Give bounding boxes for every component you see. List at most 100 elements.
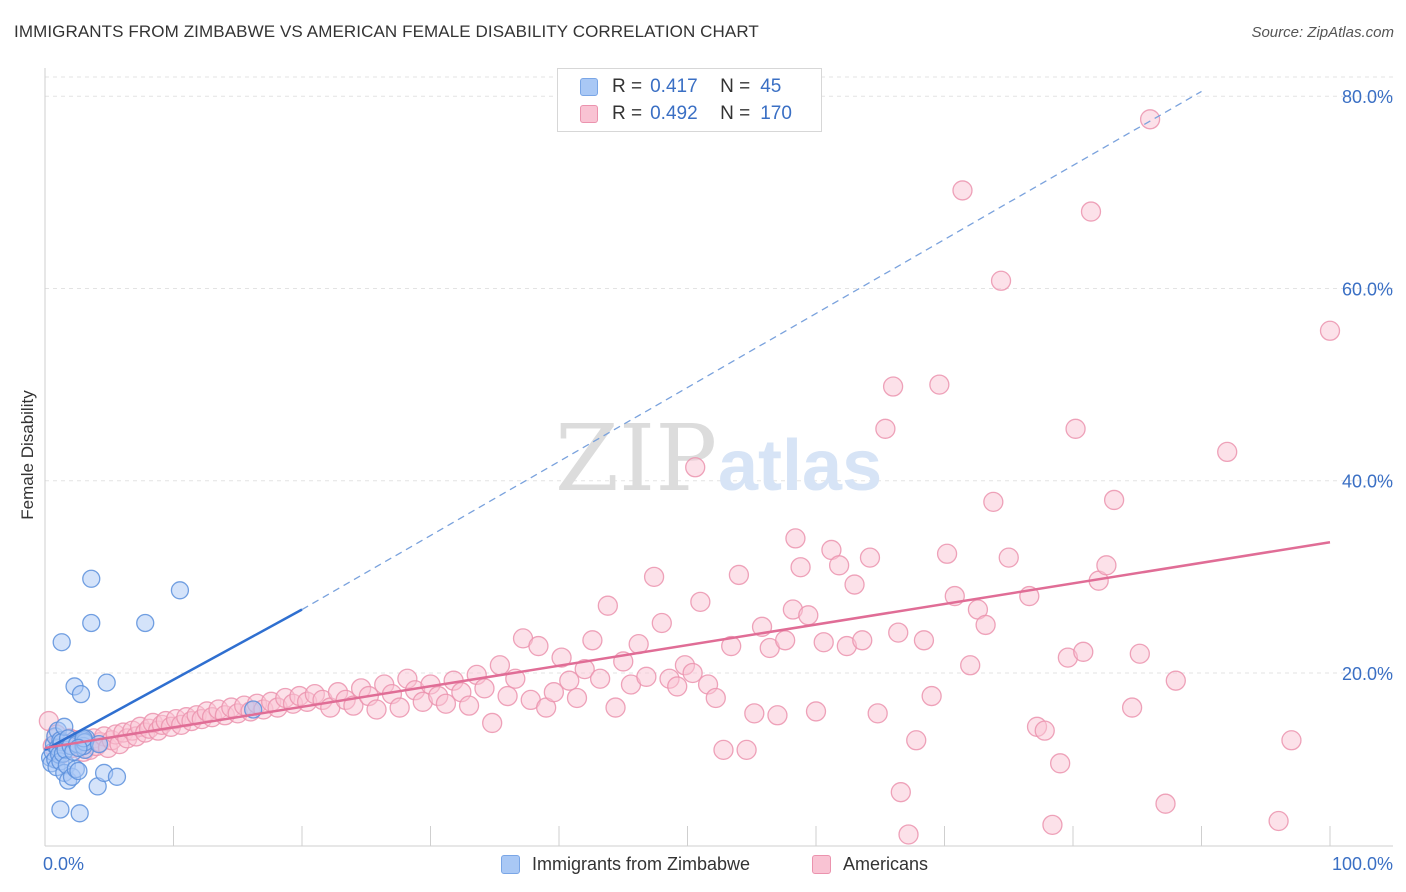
americans-point: [736, 739, 757, 761]
bottom-legend-americans: Americans: [812, 852, 928, 876]
americans-point: [1034, 720, 1055, 741]
americans-point: [1080, 201, 1102, 222]
americans-point: [1103, 489, 1125, 511]
watermark-atlas: atlas: [718, 426, 882, 506]
americans-point: [1319, 320, 1341, 341]
americans-point: [597, 595, 618, 616]
zimbabwe-point: [170, 581, 190, 600]
americans-point: [936, 543, 958, 564]
americans-point: [1139, 109, 1161, 130]
y-axis-label: Female Disability: [18, 390, 37, 520]
americans-point: [775, 630, 796, 651]
americans-point: [1042, 814, 1063, 836]
americans-point: [983, 491, 1004, 513]
correlation-legend: R = 0.417 N = 45 R = 0.492 N = 170: [557, 68, 822, 132]
americans-point: [1050, 753, 1071, 774]
americans-point: [651, 612, 672, 634]
y-tick-label: 20.0%: [1342, 664, 1393, 684]
americans-point: [888, 622, 909, 643]
americans-point: [1281, 730, 1302, 751]
grid-lines: [45, 76, 1393, 674]
americans-point: [867, 703, 888, 724]
americans-point: [785, 528, 806, 549]
americans-point: [913, 630, 935, 651]
zimbabwe-point: [52, 633, 71, 652]
americans-point: [366, 699, 387, 720]
americans-point: [389, 697, 410, 718]
americans-point: [921, 685, 942, 707]
americans-point: [667, 676, 688, 697]
zimbabwe-point: [71, 684, 91, 704]
zimbabwe-point: [136, 613, 155, 633]
americans-point: [574, 658, 595, 680]
chart-title: IMMIGRANTS FROM ZIMBABWE VS AMERICAN FEM…: [14, 22, 759, 41]
americans-point: [744, 703, 765, 724]
americans-point: [852, 630, 873, 651]
americans-point: [805, 701, 827, 722]
americans-point: [636, 666, 657, 687]
americans-point: [605, 697, 626, 718]
americans-point: [559, 670, 580, 691]
legend-n-value: 170: [760, 103, 792, 124]
americans-point: [1165, 670, 1186, 691]
legend-n-label: N =: [720, 76, 751, 97]
americans-point: [690, 591, 711, 612]
americans-point: [1155, 793, 1176, 814]
americans-point: [960, 655, 981, 676]
americans-point: [790, 557, 811, 578]
watermark: ZIP atlas: [555, 405, 882, 512]
americans-point: [898, 824, 919, 845]
americans-point: [890, 782, 911, 803]
americans-point: [435, 693, 457, 714]
americans-point: [990, 270, 1012, 291]
americans-point: [489, 655, 511, 676]
americans-point: [582, 630, 603, 651]
americans-point: [1121, 697, 1143, 718]
legend-r-value: 0.492: [650, 103, 698, 124]
americans-point: [528, 635, 549, 657]
americans-point: [844, 574, 865, 595]
americans-point: [1073, 641, 1094, 662]
legend-r-value: 0.417: [650, 76, 698, 97]
americans-point: [975, 614, 996, 636]
americans-point: [929, 374, 950, 395]
americans-point: [952, 180, 973, 201]
americans-point: [682, 662, 703, 684]
legend-n-value: 45: [760, 76, 782, 97]
americans-point: [685, 457, 706, 478]
americans-point: [497, 685, 518, 707]
bottom-legend-swatch-zimbabwe: [501, 854, 520, 874]
americans-point: [1268, 810, 1289, 832]
americans-point: [828, 555, 850, 576]
legend-r-label: R =: [612, 76, 643, 97]
y-tick-label: 40.0%: [1342, 472, 1393, 492]
zimbabwe-trend-extension: [301, 90, 1202, 611]
americans-points: [38, 109, 1341, 845]
americans-point: [705, 687, 726, 709]
americans-point: [882, 376, 904, 397]
y-tick-label: 60.0%: [1342, 279, 1393, 299]
zimbabwe-point: [70, 804, 89, 823]
americans-point: [713, 739, 734, 761]
legend-row-zimbabwe: R = 0.417 N = 45: [558, 74, 781, 100]
zimbabwe-point: [51, 800, 70, 819]
americans-point: [1129, 643, 1150, 664]
zimbabwe-point: [69, 761, 88, 781]
americans-point: [1065, 418, 1086, 439]
americans-point: [643, 566, 665, 587]
americans-point: [543, 682, 565, 703]
x-tick-label-left: 0.0%: [43, 854, 84, 874]
legend-swatch-zimbabwe: [580, 78, 598, 96]
zimbabwe-point: [82, 613, 101, 633]
legend-r-label: R =: [612, 103, 643, 124]
americans-point: [875, 418, 896, 439]
americans-point: [798, 605, 819, 626]
bottom-legend-swatch-americans: [812, 854, 831, 874]
source-credit: Source: ZipAtlas.com: [1251, 24, 1394, 41]
americans-point: [859, 547, 881, 568]
legend-swatch-americans: [580, 105, 598, 123]
legend-n-label: N =: [720, 103, 751, 124]
tick-labels: 20.0% 40.0% 60.0% 80.0% 0.0% 100.0%: [43, 87, 1393, 874]
zimbabwe-point: [107, 767, 127, 786]
zimbabwe-trend-line: [44, 608, 303, 751]
